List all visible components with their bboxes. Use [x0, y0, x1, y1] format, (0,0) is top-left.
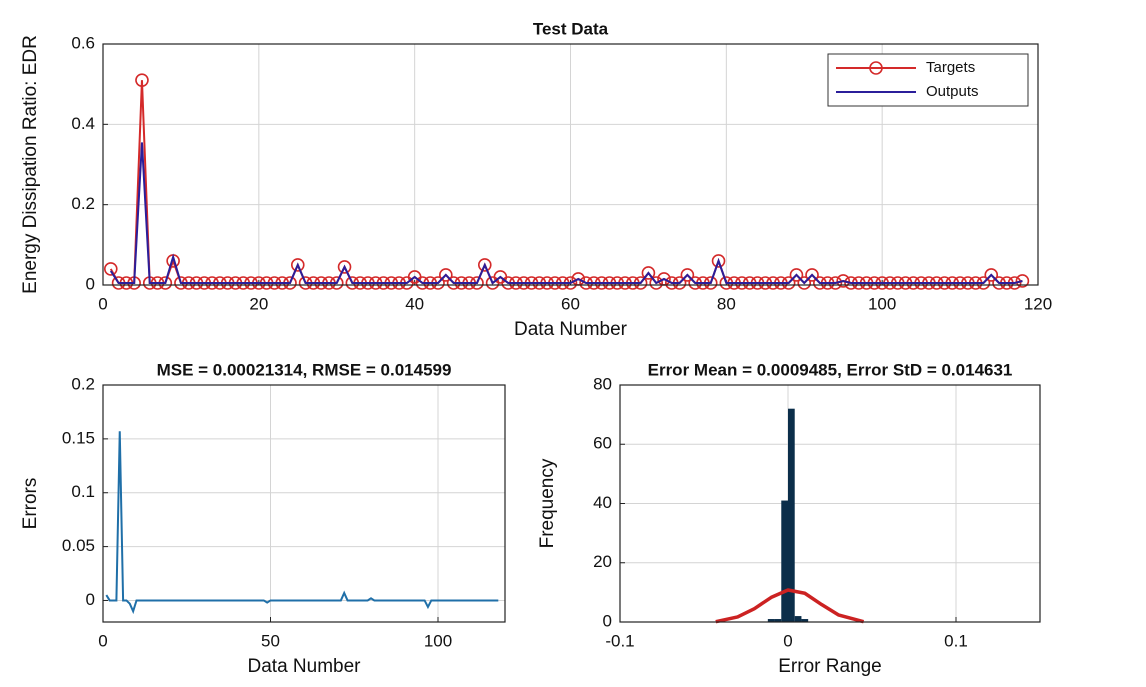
- x-tick-label: 80: [717, 294, 736, 313]
- legend-marker: [869, 61, 883, 75]
- axes-box: [619, 384, 1041, 623]
- y-tick-label: 40: [593, 493, 612, 512]
- legend-label: Targets: [926, 59, 975, 76]
- y-tick-label: 0: [86, 590, 95, 609]
- fit-curve: [715, 588, 865, 624]
- marker: [477, 258, 492, 272]
- y-tick-label: 0.6: [71, 33, 95, 52]
- y-tick-label: 0: [603, 611, 612, 630]
- marker: [1015, 274, 1030, 288]
- x-tick-label: 100: [868, 294, 896, 313]
- y-tick-label: 0.15: [62, 428, 95, 447]
- marker: [711, 254, 726, 268]
- x-tick-label: 0.1: [944, 631, 968, 650]
- x-axis-label: Data Number: [248, 656, 362, 677]
- chart-title: MSE = 0.00021314, RMSE = 0.014599: [157, 360, 452, 379]
- axes-box: [102, 43, 1039, 286]
- x-tick-label: 20: [249, 294, 268, 313]
- marker: [337, 260, 352, 274]
- hist-bar: [774, 619, 782, 622]
- hist-bar: [781, 500, 788, 622]
- y-tick-label: 0.05: [62, 536, 95, 555]
- legend-label: Outputs: [926, 83, 979, 100]
- marker: [797, 276, 812, 290]
- x-tick-label: 100: [424, 631, 452, 650]
- x-tick-label: 0: [98, 631, 107, 650]
- x-axis-label: Error Range: [778, 656, 882, 677]
- x-tick-label: 60: [561, 294, 580, 313]
- x-tick-label: -0.1: [605, 631, 634, 650]
- legend-box: [827, 53, 1029, 107]
- hist-bar: [794, 616, 802, 622]
- marker: [290, 258, 305, 272]
- y-tick-label: 0.4: [71, 114, 95, 133]
- x-axis-label: Data Number: [514, 319, 628, 340]
- marker: [649, 276, 664, 290]
- x-tick-label: 0: [783, 631, 792, 650]
- chart-title: Test Data: [533, 19, 609, 38]
- y-axis-label: Errors: [20, 478, 41, 530]
- marker: [135, 73, 149, 87]
- y-tick-label: 80: [593, 374, 612, 393]
- marker: [836, 274, 851, 288]
- x-tick-label: 50: [261, 631, 280, 650]
- series-line: [109, 142, 1023, 285]
- marker: [680, 268, 695, 282]
- y-tick-label: 60: [593, 434, 612, 453]
- marker: [641, 266, 656, 280]
- marker: [103, 262, 118, 276]
- series-line: [105, 431, 499, 615]
- y-axis-label: Energy Dissipation Ratio: EDR: [20, 35, 41, 294]
- marker: [984, 268, 999, 282]
- hist-bar: [801, 619, 809, 622]
- x-tick-label: 40: [405, 294, 424, 313]
- hist-bar: [767, 619, 775, 622]
- y-axis-label: Frequency: [537, 458, 558, 548]
- marker: [439, 268, 453, 282]
- y-tick-label: 20: [593, 552, 612, 571]
- marker: [789, 268, 804, 282]
- x-tick-label: 120: [1024, 294, 1052, 313]
- y-tick-label: 0.2: [71, 194, 95, 213]
- y-tick-label: 0.1: [71, 482, 95, 501]
- marker: [805, 268, 819, 282]
- plot-area: [103, 385, 505, 622]
- y-tick-label: 0.2: [71, 374, 95, 393]
- x-tick-label: 0: [98, 294, 107, 313]
- y-tick-label: 0: [86, 274, 95, 293]
- axes-box: [102, 384, 506, 623]
- hist-bar: [788, 408, 795, 622]
- chart-title: Error Mean = 0.0009485, Error StD = 0.01…: [648, 360, 1013, 379]
